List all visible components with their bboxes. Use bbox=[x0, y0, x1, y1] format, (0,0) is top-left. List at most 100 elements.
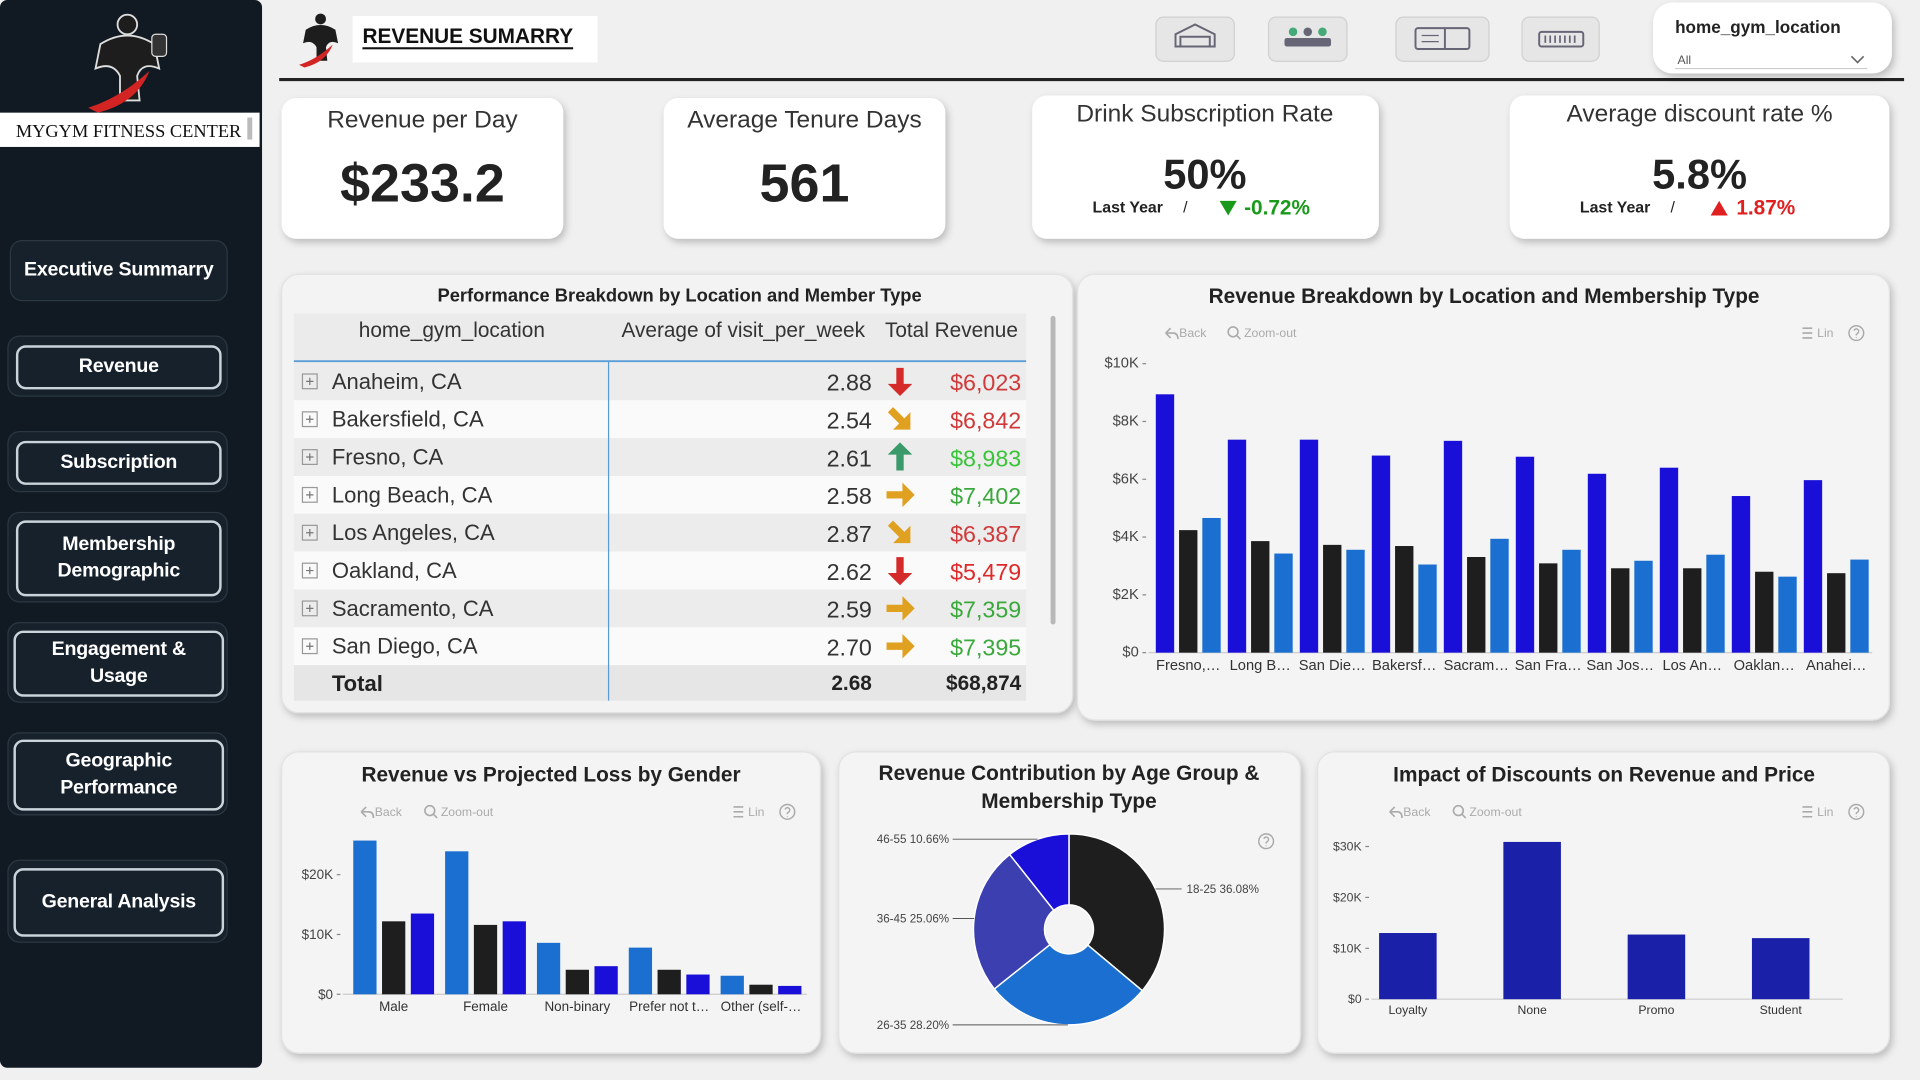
pie-slice[interactable] bbox=[993, 943, 1144, 1026]
bar[interactable] bbox=[594, 966, 618, 995]
row-location: Los Angeles, CA bbox=[332, 520, 495, 545]
bar[interactable] bbox=[1706, 554, 1725, 653]
column-header[interactable]: Average of visit_per_week bbox=[621, 319, 865, 342]
bar[interactable] bbox=[353, 840, 377, 995]
column-header[interactable]: Total Revenue bbox=[885, 319, 1018, 342]
bar[interactable] bbox=[1227, 439, 1247, 653]
bar[interactable] bbox=[749, 984, 773, 995]
toolbar-zoom[interactable]: Zoom-out bbox=[1244, 326, 1297, 340]
help-icon[interactable] bbox=[1848, 803, 1865, 820]
toolbar-zoom[interactable]: Zoom-out bbox=[441, 805, 494, 819]
expand-icon[interactable] bbox=[301, 486, 318, 503]
bar[interactable] bbox=[628, 947, 653, 995]
bar[interactable] bbox=[1467, 557, 1486, 653]
bar[interactable] bbox=[1202, 517, 1221, 653]
bar[interactable] bbox=[1418, 564, 1437, 653]
bar[interactable] bbox=[657, 969, 681, 995]
nav-button[interactable]: Subscription bbox=[7, 431, 228, 493]
toolbar-back[interactable]: Back bbox=[375, 805, 403, 819]
column-header[interactable]: home_gym_location bbox=[359, 319, 545, 342]
scrollbar[interactable] bbox=[1050, 315, 1056, 625]
toolbar-lin[interactable]: Lin bbox=[1817, 326, 1834, 340]
pie-slice[interactable] bbox=[972, 853, 1055, 990]
bar[interactable] bbox=[1634, 560, 1653, 653]
bar[interactable] bbox=[1515, 456, 1535, 653]
bar[interactable] bbox=[410, 913, 435, 995]
bar[interactable] bbox=[1731, 496, 1751, 653]
bar[interactable] bbox=[1299, 439, 1319, 653]
x-tick-label: Oaklan… bbox=[1734, 658, 1795, 674]
list-icon bbox=[1802, 327, 1813, 339]
slicer[interactable]: home_gym_location All bbox=[1653, 2, 1892, 74]
bar[interactable] bbox=[1827, 573, 1846, 653]
bar[interactable] bbox=[1274, 553, 1293, 653]
row-visits: 2.62 bbox=[827, 559, 872, 585]
bar[interactable] bbox=[1627, 934, 1686, 1000]
bar[interactable] bbox=[1379, 933, 1437, 1000]
toolbar-lin[interactable]: Lin bbox=[1817, 805, 1834, 819]
bar[interactable] bbox=[1371, 455, 1391, 653]
nav-button[interactable]: General Analysis bbox=[7, 859, 228, 943]
bar[interactable] bbox=[1778, 576, 1797, 653]
bar[interactable] bbox=[1562, 549, 1581, 653]
nav-button[interactable]: Membership Demographic bbox=[7, 511, 228, 603]
bar[interactable] bbox=[1659, 467, 1679, 653]
pie-slice[interactable] bbox=[1008, 833, 1070, 912]
bar[interactable] bbox=[565, 969, 589, 995]
bar[interactable] bbox=[1683, 568, 1702, 653]
y-tick-label: $8K bbox=[1113, 413, 1139, 429]
expand-icon[interactable] bbox=[301, 373, 318, 390]
toolbar-zoom[interactable]: Zoom-out bbox=[1469, 805, 1522, 819]
bar[interactable] bbox=[445, 851, 469, 995]
icon-button[interactable] bbox=[1155, 16, 1235, 62]
help-icon[interactable] bbox=[1848, 324, 1865, 342]
bar[interactable] bbox=[1587, 473, 1607, 653]
expand-icon[interactable] bbox=[301, 449, 318, 466]
help-icon[interactable] bbox=[779, 803, 796, 820]
nav-button[interactable]: Engagement & Usage bbox=[7, 622, 228, 703]
bar[interactable] bbox=[382, 921, 406, 995]
toolbar-back[interactable]: Back bbox=[1403, 805, 1431, 819]
toolbar-lin[interactable]: Lin bbox=[748, 805, 765, 819]
nav-button[interactable]: Revenue bbox=[7, 335, 228, 397]
bar[interactable] bbox=[536, 942, 561, 995]
expand-icon[interactable] bbox=[301, 562, 318, 579]
expand-icon[interactable] bbox=[301, 411, 318, 428]
bar[interactable] bbox=[473, 924, 498, 995]
toolbar-back[interactable]: Back bbox=[1179, 326, 1207, 340]
bar[interactable] bbox=[1850, 559, 1869, 653]
icon-button[interactable] bbox=[1395, 16, 1490, 62]
row-location: Long Beach, CA bbox=[332, 482, 493, 507]
expand-icon[interactable] bbox=[301, 524, 318, 541]
bar[interactable] bbox=[686, 974, 710, 995]
bar[interactable] bbox=[1443, 440, 1463, 653]
bar[interactable] bbox=[1503, 841, 1561, 1000]
title-box bbox=[352, 15, 598, 63]
expand-icon[interactable] bbox=[301, 638, 318, 655]
bar[interactable] bbox=[1803, 480, 1823, 653]
x-tick-label: San Fra… bbox=[1515, 658, 1582, 674]
bar[interactable] bbox=[1611, 568, 1630, 653]
bar[interactable] bbox=[1395, 546, 1414, 653]
expand-plus bbox=[306, 415, 314, 423]
icon-button[interactable] bbox=[1521, 16, 1600, 62]
bar[interactable] bbox=[1539, 563, 1558, 653]
nav-button[interactable]: Geographic Performance bbox=[7, 732, 228, 816]
nav-button[interactable]: Executive Summarry bbox=[9, 240, 228, 302]
bar[interactable] bbox=[1490, 538, 1509, 653]
bar[interactable] bbox=[1155, 394, 1175, 653]
bar[interactable] bbox=[1751, 938, 1810, 1000]
bar[interactable] bbox=[1179, 530, 1198, 653]
icon-button[interactable] bbox=[1267, 16, 1348, 62]
bar[interactable] bbox=[720, 975, 744, 995]
bar[interactable] bbox=[1251, 541, 1270, 653]
bar[interactable] bbox=[1323, 544, 1342, 653]
pie-slice[interactable] bbox=[1068, 833, 1166, 992]
bar[interactable] bbox=[1755, 571, 1774, 653]
help-icon[interactable] bbox=[1258, 833, 1275, 850]
bar[interactable] bbox=[1346, 549, 1365, 653]
expand-icon[interactable] bbox=[301, 600, 318, 617]
bar[interactable] bbox=[778, 985, 802, 995]
bar[interactable] bbox=[502, 921, 526, 995]
